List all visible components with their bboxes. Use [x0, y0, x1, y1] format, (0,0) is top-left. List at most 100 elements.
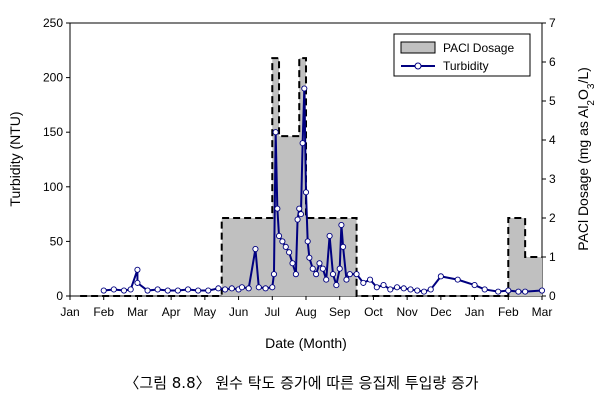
turbidity-point-19 [252, 245, 259, 253]
turbidity-point-65 [437, 273, 444, 280]
turbidity-point-46 [329, 271, 337, 278]
turbidity-point-8 [164, 287, 171, 294]
turbidity-point-61 [407, 286, 414, 293]
x-tick-label-1: Feb [93, 305, 114, 319]
turbidity-point-28 [282, 243, 289, 250]
legend-turbidity-label: Turbidity [443, 59, 489, 73]
turbidity-point-35 [299, 140, 306, 147]
turbidity-point-49 [338, 221, 345, 229]
x-tick-label-3: Apr [162, 305, 181, 319]
turbidity-point-11 [195, 287, 202, 294]
left-y-axis-title: Turbidity (NTU) [7, 111, 23, 206]
legend-box [393, 33, 531, 77]
turbidity-point-20 [255, 284, 262, 291]
left-y-tick-label-4: 200 [43, 71, 63, 85]
turbidity-point-17 [238, 284, 245, 291]
turbidity-point-68 [481, 286, 488, 293]
turbidity-point-2 [120, 287, 127, 294]
turbidity-point-63 [420, 288, 428, 295]
left-y-tick-label-5: 250 [43, 16, 63, 30]
x-tick-label-2: Mar [127, 305, 148, 319]
turbidity-point-29 [286, 249, 293, 256]
right-y-tick-label-5: 5 [549, 94, 556, 108]
turbidity-point-27 [279, 238, 286, 245]
turbidity-point-38 [304, 238, 311, 245]
right-y-axis-title-sub3: 3 [586, 83, 597, 89]
turbidity-point-56 [373, 284, 380, 291]
turbidity-point-36 [301, 85, 308, 92]
turbidity-point-57 [380, 282, 387, 289]
turbidity-point-26 [275, 232, 283, 239]
turbidity-point-39 [306, 254, 313, 261]
turbidity-point-22 [269, 284, 276, 291]
turbidity-point-14 [222, 286, 229, 293]
turbidity-point-62 [414, 287, 421, 294]
turbidity-point-43 [319, 265, 326, 272]
turbidity-point-72 [522, 288, 529, 295]
x-tick-label-9: Oct [364, 305, 383, 319]
turbidity-point-0 [100, 287, 107, 294]
left-y-tick-label-2: 100 [43, 180, 63, 194]
x-tick-label-10: Nov [396, 305, 417, 319]
chart: 0 50 100 150 200 250 0 1 2 3 4 5 6 7 Jan Feb Mar Apr May… [7, 16, 597, 351]
turbidity-point-34 [297, 211, 304, 218]
turbidity-point-60 [400, 285, 407, 292]
right-y-tick-label-0: 0 [549, 289, 556, 303]
turbidity-point-9 [174, 287, 181, 294]
right-y-axis: 0 1 2 3 4 5 6 7 [542, 16, 556, 303]
turbidity-point-37 [302, 189, 310, 196]
pacl-dosage-outline [80, 57, 542, 297]
figure-caption: 〈그림 8.8〉 원수 탁도 증가에 따른 응집제 투입량 증가 [124, 374, 479, 392]
legend-dosage-label: PACl Dosage [443, 41, 514, 55]
turbidity-point-30 [289, 260, 296, 267]
turbidity-point-13 [215, 285, 222, 292]
right-y-axis-title: PACl Dosage (mg as Al2O3/L) [575, 67, 597, 251]
pacl-dosage-series [80, 57, 542, 297]
turbidity-point-33 [296, 205, 303, 212]
right-y-tick-label-1: 1 [549, 250, 556, 264]
turbidity-point-69 [495, 288, 502, 295]
left-y-axis: 0 50 100 150 200 250 [43, 16, 70, 303]
right-y-axis-title-part1: PACl Dosage (mg as Al [575, 106, 591, 251]
turbidity-point-18 [245, 285, 252, 292]
left-y-tick-label-1: 50 [50, 234, 64, 248]
turbidity-point-5 [134, 279, 141, 286]
turbidity-point-52 [346, 271, 353, 278]
turbidity-point-53 [353, 271, 360, 278]
left-y-tick-label-0: 0 [56, 289, 63, 303]
x-tick-label-11: Dec [430, 305, 451, 319]
turbidity-point-64 [427, 286, 434, 293]
legend-turbidity-marker [414, 62, 422, 70]
turbidity-point-15 [228, 285, 235, 292]
right-y-tick-label-7: 7 [549, 16, 556, 30]
x-tick-label-4: May [194, 305, 217, 319]
turbidity-point-73 [538, 287, 546, 294]
turbidity-point-54 [360, 279, 367, 286]
x-tick-label-14: Mar [532, 305, 553, 319]
x-tick-label-8: Sep [329, 305, 351, 319]
right-y-tick-label-3: 3 [549, 172, 556, 186]
right-y-axis-title-part2: O [575, 89, 591, 100]
turbidity-series [100, 85, 546, 295]
turbidity-point-6 [144, 287, 151, 294]
legend: PACl Dosage Turbidity [393, 33, 531, 77]
turbidity-point-70 [505, 287, 512, 294]
turbidity-point-23 [270, 271, 278, 278]
x-tick-label-6: Jul [265, 305, 280, 319]
turbidity-point-24 [272, 129, 279, 136]
turbidity-point-3 [127, 286, 134, 293]
x-tick-label-0: Jan [60, 305, 79, 319]
right-y-axis-title-sub2: 2 [586, 100, 597, 106]
turbidity-point-55 [367, 276, 374, 283]
right-y-tick-label-4: 4 [549, 133, 556, 147]
left-y-tick-label-3: 150 [43, 125, 63, 139]
x-axis: Jan Feb Mar Apr May Jun Jul Aug Sep Oct Nov Dec Jan F… [60, 296, 552, 319]
turbidity-point-44 [323, 276, 330, 283]
x-tick-label-7: Aug [295, 305, 316, 319]
x-axis-title: Date (Month) [265, 335, 347, 351]
turbidity-point-59 [393, 284, 401, 291]
turbidity-point-12 [205, 287, 212, 294]
x-tick-label-12: Jan [465, 305, 484, 319]
turbidity-point-7 [154, 286, 161, 293]
turbidity-point-58 [387, 286, 394, 293]
